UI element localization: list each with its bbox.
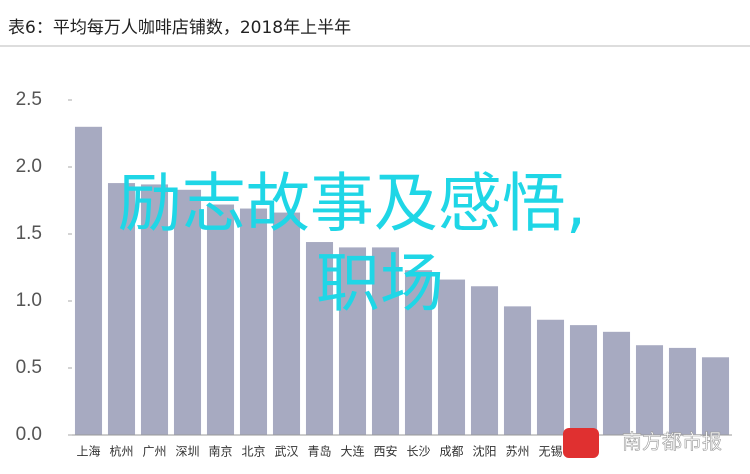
y-tick-label: 0.0 [16,424,42,445]
bar [140,184,169,435]
bar [635,345,664,435]
bar [239,208,268,435]
x-tick-label: 长沙 [406,445,430,459]
bar [404,270,433,435]
bar [305,242,334,435]
bar [437,279,466,435]
bar [173,189,202,435]
bar [602,331,631,435]
x-tick-label: 大连 [340,444,364,459]
x-tick-label: 深圳 [175,445,199,459]
x-tick-label: 上海 [76,444,100,459]
bar [536,319,565,435]
x-tick-label: 杭州 [109,444,133,459]
bar [371,247,400,435]
watermark-logo [563,428,599,458]
y-tick-label: 1.0 [16,290,42,311]
bar [206,204,235,435]
bar [272,212,301,435]
x-tick-label: 武汉 [274,445,298,459]
x-tick-label: 苏州 [505,445,529,459]
x-tick-label: 成都 [439,445,463,459]
y-tick-label: 1.5 [16,223,42,244]
y-tick-label: 0.5 [16,357,42,378]
bar [668,347,697,435]
bar [701,357,730,435]
plot: 0.0 0.5 1.0 1.5 2.0 2.5 上海 杭州 广州 深圳 南京 北京 武汉 青岛 大连 西安 长沙… [16,89,732,459]
x-tick-label: 南京 [208,444,232,459]
x-tick-label: 广州 [142,445,166,459]
x-tick-label: 西安 [373,444,397,459]
x-tick-label: 北京 [241,445,265,459]
bar [569,325,598,435]
x-tick-label: 青岛 [307,444,331,459]
bar [503,306,532,435]
bar [470,286,499,435]
chart-title: 表6：平均每万人咖啡店铺数，2018年上半年 [8,18,351,38]
overlay-text: 励志故事及感悟, [118,168,586,242]
bar [74,126,103,436]
overlay-text: 职场 [316,248,444,322]
x-tick-label: 沈阳 [472,444,496,459]
watermark-text: 南方都市报 [622,430,722,454]
y-tick-label: 2.0 [16,156,42,177]
x-tick-label: 无锡 [538,444,562,459]
bar [338,247,367,435]
y-tick-label: 2.5 [16,89,42,110]
bar [107,183,136,435]
